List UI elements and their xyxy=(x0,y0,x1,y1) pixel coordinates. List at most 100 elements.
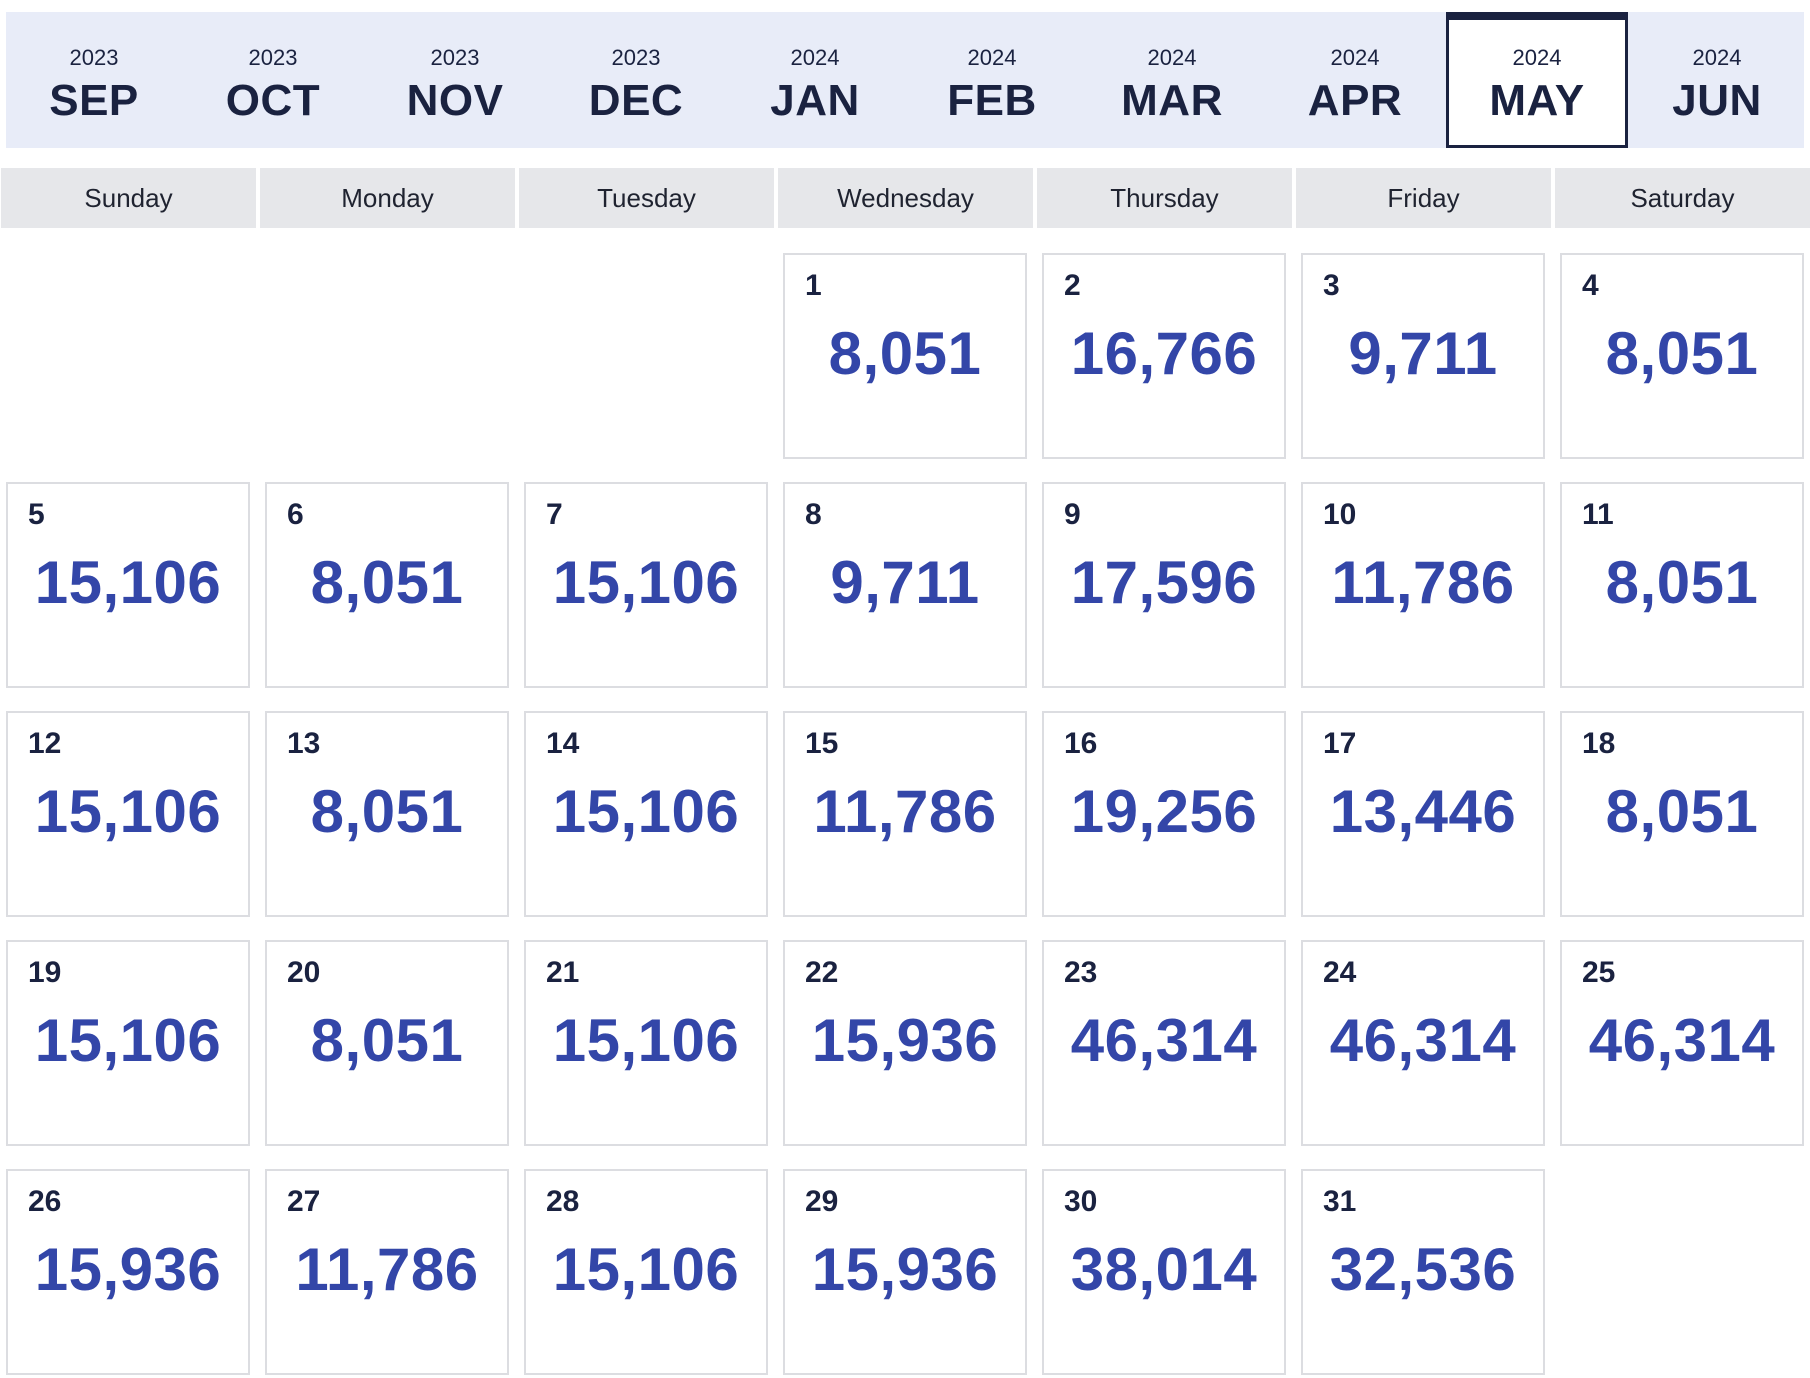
month-tab-name: JUN xyxy=(1672,76,1762,125)
month-tab-year: 2023 xyxy=(430,45,480,70)
day-number: 27 xyxy=(287,1185,321,1218)
month-tab-year: 2024 xyxy=(790,45,840,70)
day-price: 8,051 xyxy=(310,778,464,845)
day-number: 13 xyxy=(287,727,321,760)
day-price: 15,106 xyxy=(552,778,740,845)
weekday-header-tuesday: Tuesday xyxy=(519,168,774,228)
month-tab-mar[interactable]: 2024 MAR xyxy=(1080,12,1264,148)
month-selector-bar: 2023 SEP 2023 OCT 2023 NOV 2023 DEC 2024 JAN 2024 F… xyxy=(6,12,1804,148)
day-number: 28 xyxy=(546,1185,580,1218)
day-cell-17[interactable]: 17 13,446 xyxy=(1301,711,1545,917)
day-price: 17,596 xyxy=(1070,549,1258,616)
day-cell-16[interactable]: 16 19,256 xyxy=(1042,711,1286,917)
day-price: 32,536 xyxy=(1329,1236,1517,1303)
month-tab-name: MAY xyxy=(1489,76,1585,125)
day-price: 8,051 xyxy=(1605,320,1759,387)
day-cell-25[interactable]: 25 46,314 xyxy=(1560,940,1804,1146)
day-cell-26[interactable]: 26 15,936 xyxy=(6,1169,250,1375)
day-number: 5 xyxy=(28,498,45,531)
day-cell-28[interactable]: 28 15,106 xyxy=(524,1169,768,1375)
day-cell-20[interactable]: 20 8,051 xyxy=(265,940,509,1146)
weekday-header-monday: Monday xyxy=(260,168,515,228)
day-price: 8,051 xyxy=(1605,549,1759,616)
day-price: 19,256 xyxy=(1070,778,1258,845)
day-cell-21[interactable]: 21 15,106 xyxy=(524,940,768,1146)
month-tab-name: OCT xyxy=(225,76,321,125)
day-number: 15 xyxy=(805,727,839,760)
day-number: 11 xyxy=(1582,498,1614,531)
month-tab-jan[interactable]: 2024 JAN xyxy=(726,12,904,148)
day-cell-11[interactable]: 11 8,051 xyxy=(1560,482,1804,688)
day-cell-24[interactable]: 24 46,314 xyxy=(1301,940,1545,1146)
month-tab-oct[interactable]: 2023 OCT xyxy=(182,12,364,148)
day-price: 46,314 xyxy=(1329,1007,1517,1074)
day-cell-31[interactable]: 31 32,536 xyxy=(1301,1169,1545,1375)
day-number: 20 xyxy=(287,956,321,989)
weekday-header-sunday: Sunday xyxy=(1,168,256,228)
day-cell-7[interactable]: 7 15,106 xyxy=(524,482,768,688)
month-tab-year: 2024 xyxy=(1692,45,1742,70)
day-number: 17 xyxy=(1323,727,1357,760)
day-cell-8[interactable]: 8 9,711 xyxy=(783,482,1027,688)
month-tab-nov[interactable]: 2023 NOV xyxy=(364,12,546,148)
day-price: 16,766 xyxy=(1070,320,1258,387)
month-tab-name: SEP xyxy=(49,76,139,125)
day-price: 8,051 xyxy=(828,320,982,387)
day-number: 3 xyxy=(1323,269,1340,302)
month-tab-name: APR xyxy=(1307,76,1403,125)
day-number: 26 xyxy=(28,1185,62,1218)
day-cell-10[interactable]: 10 11,786 xyxy=(1301,482,1545,688)
day-cell-5[interactable]: 5 15,106 xyxy=(6,482,250,688)
day-number: 18 xyxy=(1582,727,1616,760)
day-cell-23[interactable]: 23 46,314 xyxy=(1042,940,1286,1146)
day-cell-12[interactable]: 12 15,106 xyxy=(6,711,250,917)
day-number: 6 xyxy=(287,498,304,531)
day-price: 15,936 xyxy=(811,1007,999,1074)
day-number: 25 xyxy=(1582,956,1616,989)
day-price: 8,051 xyxy=(1605,778,1759,845)
day-cell-29[interactable]: 29 15,936 xyxy=(783,1169,1027,1375)
day-price: 15,106 xyxy=(34,549,222,616)
day-number: 30 xyxy=(1064,1185,1098,1218)
weekday-header-friday: Friday xyxy=(1296,168,1551,228)
day-number: 7 xyxy=(546,498,563,531)
weekday-header-wednesday: Wednesday xyxy=(778,168,1033,228)
day-number: 4 xyxy=(1582,269,1599,302)
month-tab-may[interactable]: 2024 MAY xyxy=(1446,12,1628,148)
day-price: 15,106 xyxy=(552,1007,740,1074)
month-tab-feb[interactable]: 2024 FEB xyxy=(904,12,1080,148)
weekday-header-thursday: Thursday xyxy=(1037,168,1292,228)
day-cell-1[interactable]: 1 8,051 xyxy=(783,253,1027,459)
day-cell-19[interactable]: 19 15,106 xyxy=(6,940,250,1146)
month-tab-apr[interactable]: 2024 APR xyxy=(1264,12,1446,148)
day-cell-2[interactable]: 2 16,766 xyxy=(1042,253,1286,459)
day-price: 11,786 xyxy=(813,778,997,845)
day-price: 9,711 xyxy=(1348,320,1498,387)
month-tab-name: MAR xyxy=(1121,76,1223,125)
day-cell-13[interactable]: 13 8,051 xyxy=(265,711,509,917)
day-price: 15,936 xyxy=(34,1236,222,1303)
day-cell-30[interactable]: 30 38,014 xyxy=(1042,1169,1286,1375)
day-cell-15[interactable]: 15 11,786 xyxy=(783,711,1027,917)
day-cell-9[interactable]: 9 17,596 xyxy=(1042,482,1286,688)
day-cell-18[interactable]: 18 8,051 xyxy=(1560,711,1804,917)
day-number: 16 xyxy=(1064,727,1098,760)
month-tab-sep[interactable]: 2023 SEP xyxy=(6,12,182,148)
day-cell-22[interactable]: 22 15,936 xyxy=(783,940,1027,1146)
day-price: 38,014 xyxy=(1070,1236,1258,1303)
month-tab-dec[interactable]: 2023 DEC xyxy=(546,12,726,148)
month-tab-year: 2023 xyxy=(69,45,119,70)
day-cell-3[interactable]: 3 9,711 xyxy=(1301,253,1545,459)
day-cell-27[interactable]: 27 11,786 xyxy=(265,1169,509,1375)
month-tab-jun[interactable]: 2024 JUN xyxy=(1630,12,1804,148)
month-tab-name: JAN xyxy=(770,76,860,125)
month-tab-year: 2023 xyxy=(248,45,298,70)
day-cell-6[interactable]: 6 8,051 xyxy=(265,482,509,688)
day-price: 46,314 xyxy=(1070,1007,1258,1074)
day-price: 9,711 xyxy=(830,549,980,616)
day-number: 2 xyxy=(1064,269,1081,302)
day-cell-14[interactable]: 14 15,106 xyxy=(524,711,768,917)
day-number: 8 xyxy=(805,498,822,531)
day-number: 22 xyxy=(805,956,839,989)
day-cell-4[interactable]: 4 8,051 xyxy=(1560,253,1804,459)
